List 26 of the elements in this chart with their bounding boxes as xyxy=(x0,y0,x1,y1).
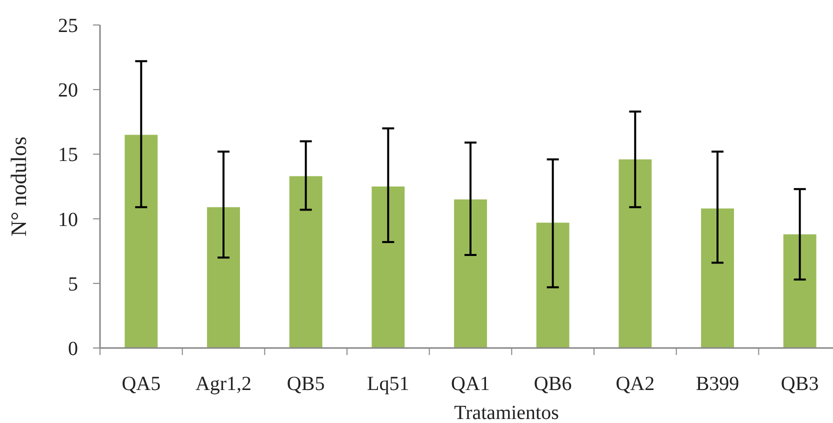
x-tick-label: QA1 xyxy=(451,373,490,395)
x-tick-label: QA5 xyxy=(122,373,161,395)
x-tick-label: QB6 xyxy=(534,373,572,395)
bar xyxy=(454,199,487,348)
y-axis-title: N° nodulos xyxy=(6,136,31,236)
bar xyxy=(783,234,816,348)
bar xyxy=(536,222,570,348)
bar xyxy=(207,207,240,348)
bar xyxy=(701,208,734,348)
y-tick-label: 0 xyxy=(68,338,78,360)
x-tick-label: QB5 xyxy=(286,373,325,395)
y-tick-label: 5 xyxy=(68,273,78,296)
x-tick-label: B399 xyxy=(696,373,740,395)
x-tick-label: QB3 xyxy=(780,373,819,395)
x-tick-label: QA2 xyxy=(616,373,655,395)
x-axis-title: Tratamientos xyxy=(454,402,560,423)
bar xyxy=(289,176,322,348)
y-tick-label: 25 xyxy=(58,15,78,37)
bar xyxy=(618,159,652,348)
bar xyxy=(124,134,158,348)
bar xyxy=(372,186,405,348)
x-tick-label: Lq51 xyxy=(367,373,410,395)
y-tick-label: 20 xyxy=(58,80,78,102)
y-tick-label: 15 xyxy=(58,144,78,166)
y-tick-label: 10 xyxy=(58,208,78,231)
x-tick-label: Agr1,2 xyxy=(195,373,252,395)
